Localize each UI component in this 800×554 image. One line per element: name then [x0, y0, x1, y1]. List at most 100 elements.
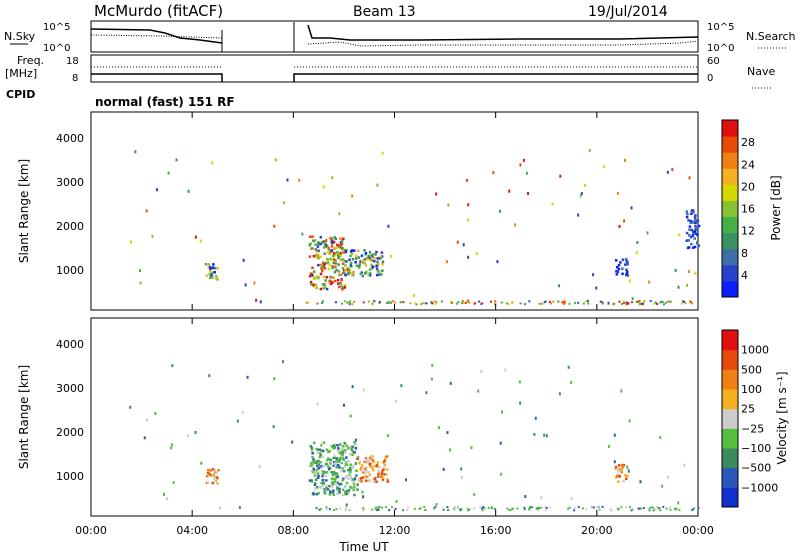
- noise-search-trace-1: [90, 34, 223, 39]
- data-cell: [345, 489, 348, 493]
- data-cell: [658, 507, 661, 510]
- data-cell: [528, 300, 531, 303]
- noise-right-label: N.Search: [746, 30, 796, 43]
- data-cell: [425, 302, 428, 305]
- data-cell: [325, 238, 328, 242]
- data-cell: [336, 481, 339, 484]
- data-cell: [525, 171, 528, 175]
- data-cell: [434, 300, 437, 303]
- data-cell: [348, 303, 351, 306]
- data-cell: [171, 364, 174, 368]
- data-cell: [367, 479, 370, 483]
- power-colorbar-ticks: 28 24 20 16 12 8 4: [741, 136, 755, 282]
- data-cell: [315, 253, 319, 257]
- data-cell: [325, 470, 329, 474]
- data-cell: [343, 284, 347, 287]
- time-tick-label: 08:00: [277, 524, 309, 537]
- data-cell: [359, 272, 363, 276]
- data-cell: [613, 433, 616, 437]
- data-cell: [343, 485, 347, 488]
- data-cell: [330, 485, 334, 488]
- data-cell: [446, 506, 449, 509]
- data-cell: [433, 507, 436, 510]
- data-cell: [661, 301, 664, 304]
- data-cell: [622, 300, 625, 303]
- data-cell: [568, 302, 571, 305]
- data-cell: [598, 507, 601, 510]
- nave-tick-top: 60: [707, 56, 720, 67]
- data-cell: [630, 301, 633, 304]
- data-cell: [236, 419, 239, 423]
- data-cell: [314, 243, 317, 246]
- data-cell: [337, 450, 340, 453]
- data-cell: [339, 258, 343, 261]
- data-cell: [424, 302, 427, 305]
- data-cell: [688, 225, 692, 228]
- data-cell: [343, 300, 346, 303]
- data-cell: [387, 224, 390, 228]
- data-cell: [361, 476, 365, 479]
- data-cell: [330, 241, 334, 245]
- data-cell: [363, 467, 367, 471]
- data-cell: [325, 276, 329, 279]
- data-cell: [316, 245, 320, 248]
- data-cell: [621, 272, 624, 276]
- data-cell: [368, 462, 372, 466]
- data-cell: [685, 231, 689, 235]
- data-cell: [244, 283, 247, 287]
- data-cell: [621, 303, 624, 306]
- data-cell: [581, 507, 584, 510]
- data-cell: [355, 469, 358, 473]
- data-cell: [332, 261, 336, 265]
- data-cell: [316, 472, 320, 475]
- data-cell: [695, 227, 698, 230]
- data-cell: [573, 507, 576, 510]
- data-cell: [369, 258, 372, 262]
- time-axis-label: Time UT: [338, 540, 389, 554]
- colorbar-swatch: [722, 428, 738, 449]
- power-colorbar-frame: [721, 119, 739, 298]
- freq-label-bottom: [MHz]: [5, 67, 37, 80]
- data-cell: [207, 468, 210, 472]
- colorbar-tick-label: −1000: [741, 481, 778, 494]
- data-cell: [375, 506, 378, 509]
- data-cell: [562, 300, 565, 303]
- data-cell: [139, 281, 142, 285]
- data-cell: [337, 270, 341, 273]
- data-cell: [374, 253, 377, 256]
- data-cell: [388, 300, 391, 303]
- power-ytick-1000: 1000: [56, 264, 84, 277]
- data-cell: [342, 458, 345, 461]
- data-cell: [380, 475, 383, 478]
- data-cell: [310, 479, 313, 482]
- data-cell: [696, 219, 700, 222]
- data-cell: [573, 509, 576, 512]
- colorbar-swatch: [722, 120, 738, 137]
- data-cell: [341, 451, 345, 454]
- data-cell: [622, 301, 625, 304]
- data-cell: [377, 269, 381, 273]
- data-cell: [362, 301, 365, 304]
- data-cell: [619, 261, 622, 264]
- data-cell: [355, 264, 359, 267]
- data-cell: [211, 271, 214, 275]
- data-cell: [386, 478, 389, 482]
- data-cell: [349, 445, 352, 448]
- data-cell: [648, 509, 651, 512]
- data-cell: [317, 491, 320, 495]
- data-cell: [334, 478, 337, 481]
- data-cell: [208, 374, 211, 378]
- data-cell: [310, 448, 314, 451]
- data-cell: [582, 302, 585, 305]
- time-tick-label: 04:00: [176, 524, 208, 537]
- data-cell: [371, 254, 374, 258]
- data-cell: [466, 509, 469, 512]
- data-cell: [473, 507, 476, 510]
- data-cell: [330, 276, 333, 279]
- data-cell: [345, 444, 348, 447]
- data-cell: [475, 252, 478, 256]
- data-cell: [649, 300, 652, 303]
- colorbar-tick-label: 1000: [741, 344, 769, 357]
- data-cell: [379, 255, 383, 258]
- data-cell: [689, 300, 692, 303]
